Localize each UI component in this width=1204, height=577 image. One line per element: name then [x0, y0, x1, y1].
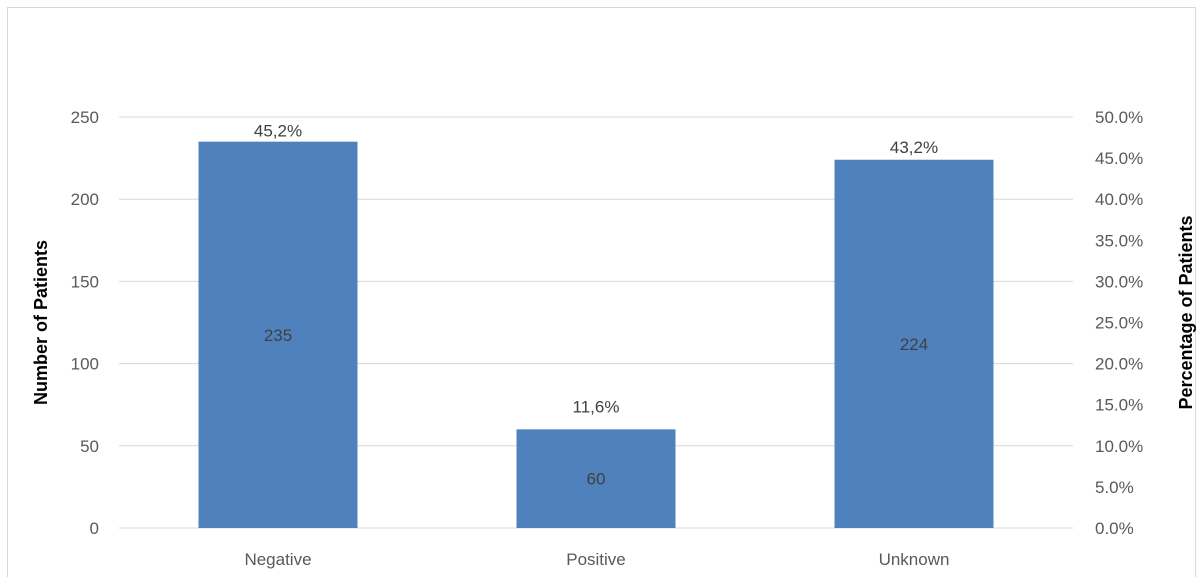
y2-tick-label: 50.0% — [1095, 108, 1143, 127]
y2-tick-label: 0.0% — [1095, 519, 1134, 538]
y2-tick-label: 30.0% — [1095, 272, 1143, 291]
axes: 0 50 100 150 200 250 0.0% 5.0% 10.0% 15.0% 20.0% 25… — [31, 108, 1196, 569]
x-tick-label: Unknown — [879, 550, 950, 569]
y2-axis-title: Percentage of Patients — [1176, 215, 1196, 409]
y2-tick-label: 20.0% — [1095, 355, 1143, 374]
y2-tick-label: 25.0% — [1095, 314, 1143, 333]
y-axis-title: Number of Patients — [31, 240, 51, 405]
y2-tick-label: 45.0% — [1095, 149, 1143, 168]
bar-value-label: 224 — [900, 335, 928, 354]
y-tick-label: 0 — [90, 519, 99, 538]
bar-value-label: 235 — [264, 326, 292, 345]
x-tick-label: Positive — [566, 550, 626, 569]
percentage-label: 43,2% — [890, 138, 938, 157]
bar-unknown — [834, 159, 994, 528]
percentage-label: 45,2% — [254, 121, 302, 140]
x-tick-label: Negative — [244, 550, 311, 569]
y-tick-label: 200 — [71, 190, 99, 209]
data-labels: 235 45,2% 60 11,6% 224 43,2% — [254, 121, 938, 488]
y-tick-label: 250 — [71, 108, 99, 127]
y2-tick-label: 35.0% — [1095, 231, 1143, 250]
y2-tick-label: 40.0% — [1095, 190, 1143, 209]
y2-tick-label: 5.0% — [1095, 478, 1134, 497]
bars — [198, 141, 994, 528]
y-tick-label: 100 — [71, 355, 99, 374]
y2-tick-label: 15.0% — [1095, 396, 1143, 415]
bar-value-label: 60 — [587, 470, 606, 489]
y-tick-label: 150 — [71, 272, 99, 291]
y2-tick-label: 10.0% — [1095, 437, 1143, 456]
bar-negative — [198, 141, 358, 528]
bar-positive — [516, 429, 676, 528]
y-tick-label: 50 — [80, 437, 99, 456]
percentage-label: 11,6% — [573, 398, 620, 417]
